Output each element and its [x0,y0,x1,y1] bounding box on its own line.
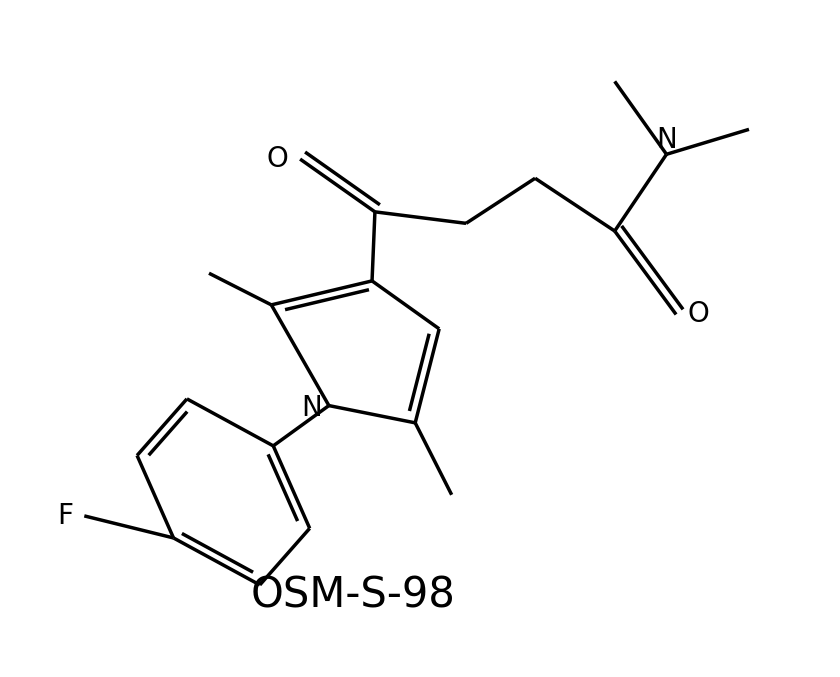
Text: O: O [267,145,289,173]
Text: O: O [688,301,709,328]
Text: N: N [302,393,323,422]
Text: OSM-S-98: OSM-S-98 [250,574,455,616]
Text: N: N [656,127,677,154]
Text: F: F [57,502,73,530]
